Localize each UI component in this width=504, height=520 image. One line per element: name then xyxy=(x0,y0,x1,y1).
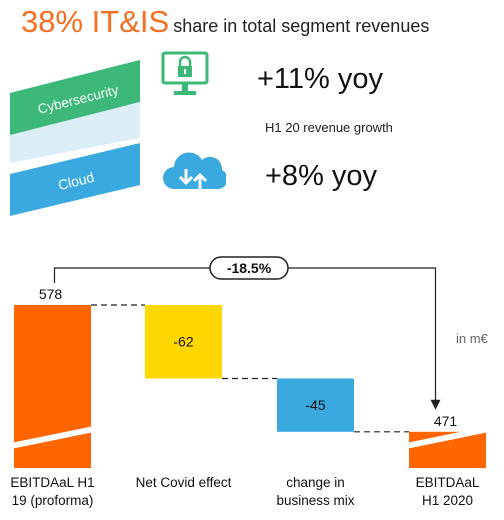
segment-banners: Cybersecurity Cloud xyxy=(10,60,140,216)
axis-break-mark xyxy=(11,426,94,449)
value-label-1: -62 xyxy=(173,334,193,350)
unit-label: in m€ xyxy=(456,331,488,346)
value-label-2: -45 xyxy=(305,397,325,413)
change-badge xyxy=(209,256,289,280)
headline-caption: share in total segment revenues xyxy=(173,16,430,36)
axis-break-mark xyxy=(406,426,489,449)
category-label-line: business mix xyxy=(276,493,355,509)
cloud-banner xyxy=(10,143,140,216)
category-label-line: H1 2020 xyxy=(421,493,474,509)
category-label-0: EBITDAaL H1 19 (proforma) xyxy=(0,474,115,510)
change-bracket-line xyxy=(53,267,437,402)
category-label-line: Net Covid effect xyxy=(135,475,232,490)
category-label-line: change in xyxy=(286,475,345,490)
headline-share: 38% IT&IS xyxy=(21,4,170,39)
category-label-2: change in business mix xyxy=(254,474,378,510)
change-arrowhead xyxy=(430,399,441,410)
waterfall-bar-1 xyxy=(145,305,222,379)
value-label-3: 471 xyxy=(434,413,458,429)
growth-caption: H1 20 revenue growth xyxy=(265,120,393,135)
cybersecurity-growth: +11% yoy xyxy=(257,63,384,95)
category-label-line: 19 (proforma) xyxy=(11,493,94,509)
cloud-transfer-icon xyxy=(163,152,226,191)
waterfall-bar-2 xyxy=(277,378,354,432)
cybersecurity-banner xyxy=(10,60,140,135)
lock-monitor-icon xyxy=(161,51,209,95)
category-label-line: EBITDAaL xyxy=(415,475,480,490)
category-label-1: Net Covid effect xyxy=(122,474,246,492)
banner-connector xyxy=(10,103,140,163)
cloud-growth: +8% yoy xyxy=(265,160,378,192)
headline: 38% IT&IS share in total segment revenues xyxy=(21,4,429,40)
change-annotation-label: -18.5% xyxy=(227,260,272,276)
category-label-3: EBITDAaL H1 2020 xyxy=(386,474,504,510)
category-label-line: EBITDAaL H1 xyxy=(10,475,95,490)
ebitdaal-waterfall-chart: 578 -62 -45 471 -18.5% xyxy=(11,256,489,468)
value-label-0: 578 xyxy=(39,286,63,302)
